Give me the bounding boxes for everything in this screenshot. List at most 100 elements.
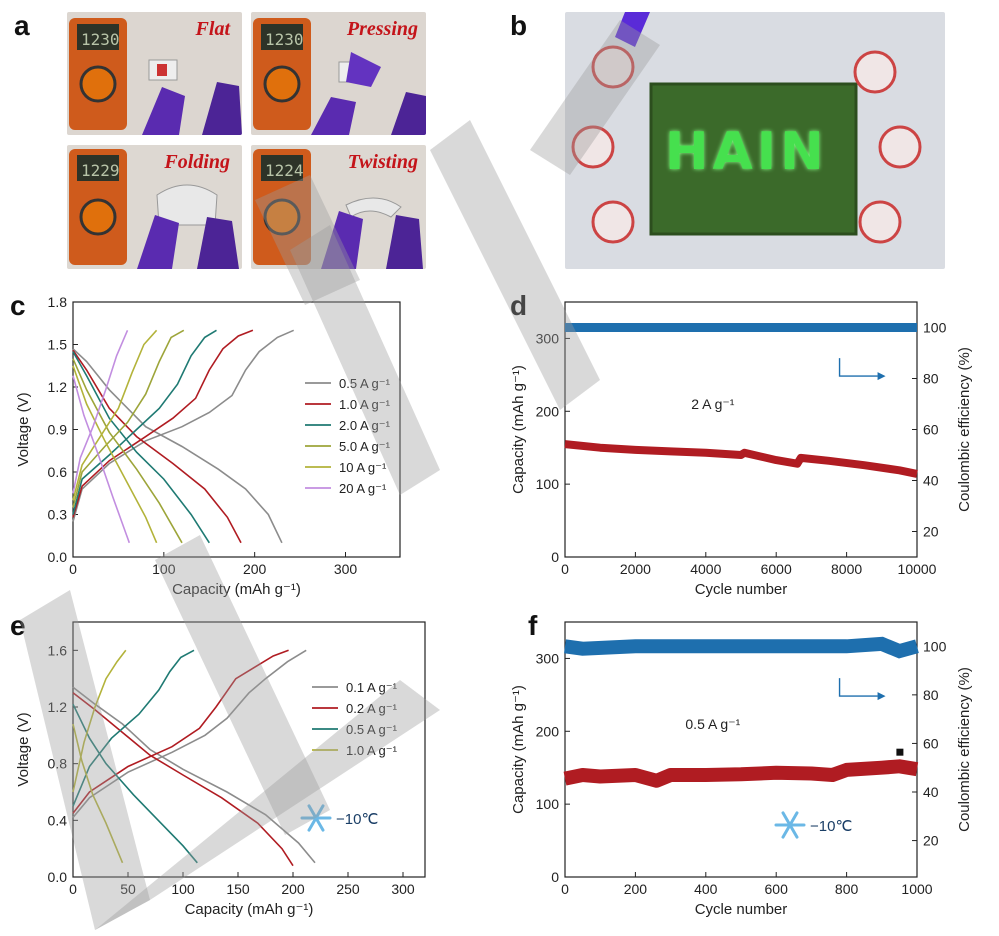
snow-temperature-label: −10℃ (336, 811, 378, 828)
chart-c: 0 100 200 300 0.0 0.3 0.6 0.9 1.2 1.5 1.8 Capacity … (15, 294, 401, 598)
series-discharge-line (72, 723, 124, 864)
x-tick-label: 2000 (620, 561, 651, 577)
series-charge-line (72, 649, 289, 814)
series-charge-line (72, 649, 127, 793)
legend-label: 0.5 A g⁻¹ (339, 376, 391, 391)
photo-flat: 1230 Flat (67, 12, 242, 135)
x-tick-label: 300 (391, 881, 415, 897)
y2-tick-label: 60 (923, 735, 939, 751)
photo-pressing-scene (251, 12, 426, 135)
y-tick-label: 0.4 (48, 812, 68, 828)
y2-axis-label: Coulombic efficiency (%) (956, 667, 973, 832)
y-axis-label: Capacity (mAh g⁻¹) (510, 365, 527, 494)
photo-pressing: 1230 Pressing (251, 12, 426, 135)
y-tick-label: 1.6 (48, 642, 68, 658)
y2-tick-label: 100 (923, 320, 947, 336)
snowflake-arm (788, 811, 799, 827)
photo-folding-reading: 1229 (81, 161, 120, 180)
y-tick-label: 300 (536, 650, 560, 666)
photo-led-board: HAIN (565, 12, 945, 269)
x-axis-label: Capacity (mAh g⁻¹) (172, 581, 301, 598)
x-tick-label: 0 (69, 881, 77, 897)
series-charge-line (72, 329, 185, 508)
snowflake-arm (307, 804, 318, 820)
panel-label-b: b (510, 10, 528, 41)
photo-led-board-scene (565, 12, 945, 269)
legend-label: 0.1 A g⁻¹ (346, 680, 398, 695)
series-discharge-line (72, 349, 242, 544)
snowflake-icon (300, 804, 332, 832)
x-axis-label: Capacity (mAh g⁻¹) (185, 901, 314, 918)
series-discharge-line (72, 375, 131, 544)
y-tick-label: 0.0 (48, 549, 68, 565)
y-tick-label: 1.5 (48, 337, 68, 353)
x-tick-label: 150 (226, 881, 250, 897)
y2-tick-label: 40 (923, 784, 939, 800)
capacity-series (564, 440, 918, 478)
panel-label-a: a (14, 10, 30, 41)
x-tick-label: 400 (694, 881, 718, 897)
x-tick-label: 50 (120, 881, 136, 897)
photo-twisting: 1224 Twisting (251, 145, 426, 269)
current-density-annotation: 0.5 A g⁻¹ (685, 716, 740, 732)
x-tick-label: 0 (69, 561, 77, 577)
cell-right-stack (853, 50, 922, 244)
y2-tick-label: 100 (923, 638, 947, 654)
y2-axis-label: Coulombic efficiency (%) (956, 347, 973, 512)
panel-label-f: f (528, 610, 538, 641)
y-axis-label: Voltage (V) (15, 392, 32, 466)
y2-tick-label: 80 (923, 687, 939, 703)
ce-axis-arrowhead (877, 372, 886, 381)
y-tick-label: 0.3 (48, 507, 68, 523)
y2-tick-label: 60 (923, 422, 939, 438)
photo-folding-scene (67, 145, 242, 269)
panel-label-e: e (10, 610, 26, 641)
snow-temperature-label: −10℃ (810, 818, 852, 835)
current-density-annotation: 2 A g⁻¹ (691, 396, 735, 412)
ce-axis-arrow (838, 358, 878, 377)
ce-axis-arrow (838, 678, 878, 697)
legend-label: 0.2 A g⁻¹ (346, 701, 398, 716)
legend-label: 5.0 A g⁻¹ (339, 439, 391, 454)
panel-label-d: d (510, 290, 528, 321)
series-charge-line (72, 329, 158, 501)
y-tick-label: 0 (551, 549, 559, 565)
photo-flat-reading: 1230 (81, 30, 120, 49)
y2-tick-label: 80 (923, 371, 939, 387)
chart-f: 0 200 400 600 800 1000 0 100 200 300 Cycle number C… (510, 621, 973, 918)
led-board-text: HAIN (665, 122, 828, 182)
photo-twisting-reading: 1224 (265, 161, 304, 180)
series-charge-line (72, 329, 129, 494)
series-discharge-line (72, 692, 294, 867)
y-tick-label: 200 (536, 403, 560, 419)
series-charge-line (72, 649, 195, 807)
series-discharge-line (72, 351, 210, 544)
legend-label: 20 A g⁻¹ (339, 481, 387, 496)
plot-frame (564, 621, 918, 878)
y-tick-label: 1.2 (48, 699, 68, 715)
snowflake-arm (788, 823, 799, 839)
y2-tick-label: 20 (923, 833, 939, 849)
x-tick-label: 4000 (690, 561, 721, 577)
snowflake-arm (314, 816, 325, 832)
x-tick-label: 10000 (898, 561, 937, 577)
series-discharge-line (72, 365, 158, 544)
x-axis-label: Cycle number (695, 901, 788, 918)
ce-axis-arrowhead (877, 692, 886, 701)
y-tick-label: 200 (536, 723, 560, 739)
snowflake-arm (307, 816, 318, 832)
x-tick-label: 300 (334, 561, 358, 577)
x-tick-label: 600 (765, 881, 789, 897)
x-tick-label: 200 (281, 881, 305, 897)
x-tick-label: 100 (171, 881, 195, 897)
x-tick-label: 0 (561, 881, 569, 897)
legend-label: 2.0 A g⁻¹ (339, 418, 391, 433)
photo-twisting-scene (251, 145, 426, 269)
panel-label-c: c (10, 290, 26, 321)
photo-pressing-caption: Pressing (346, 18, 418, 40)
photo-pressing-reading: 1230 (265, 30, 304, 49)
x-tick-label: 6000 (761, 561, 792, 577)
x-axis-label: Cycle number (695, 581, 788, 598)
y-tick-label: 100 (536, 476, 560, 492)
legend-label: 10 A g⁻¹ (339, 460, 387, 475)
